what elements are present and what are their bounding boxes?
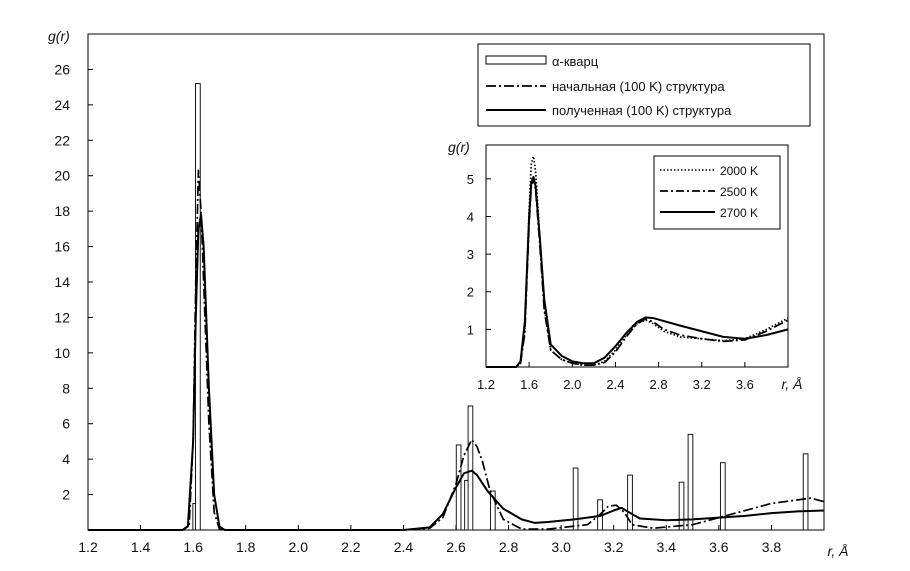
inset-x-tick-label: 2.0 bbox=[563, 377, 581, 392]
main-y-tick-label: 10 bbox=[54, 345, 70, 361]
main-x-tick-label: 3.8 bbox=[762, 539, 782, 555]
main-series-line-2 bbox=[88, 213, 825, 531]
main-x-axis-label: r, Å bbox=[827, 543, 848, 559]
main-y-tick-label: 8 bbox=[62, 380, 70, 396]
main-y-tick-label: 14 bbox=[54, 274, 70, 290]
bar-alpha-quartz bbox=[627, 474, 633, 531]
inset-axis-ticks: 1.2 1.6 2.0 2.4 2.8 3.2 3.6 1 2 3 4 5 bbox=[467, 172, 754, 392]
main-x-tick-label: 2.6 bbox=[446, 539, 466, 555]
inset-legend-box bbox=[653, 155, 781, 230]
inset-y-axis-label: g(r) bbox=[448, 139, 470, 155]
inset-legend-label-2700: 2700 K bbox=[720, 206, 758, 220]
main-y-tick-label: 12 bbox=[54, 309, 70, 325]
inset-legend: 2000 K 2500 K 2700 K bbox=[653, 155, 781, 230]
inset-lines bbox=[486, 155, 789, 368]
main-x-tick-label: 2.8 bbox=[499, 539, 519, 555]
main-y-tick-label: 26 bbox=[54, 61, 70, 77]
legend-swatch-bars bbox=[485, 55, 547, 65]
inset-y-tick-label: 1 bbox=[467, 322, 474, 337]
inset-x-tick-label: 2.4 bbox=[606, 377, 624, 392]
main-y-tick-label: 16 bbox=[54, 239, 70, 255]
inset-legend-label-2000: 2000 K bbox=[720, 164, 758, 178]
bar-alpha-quartz bbox=[687, 433, 694, 531]
bar-alpha-quartz bbox=[719, 462, 726, 531]
inset-series-line-3 bbox=[486, 175, 789, 368]
main-x-tick-label: 2.0 bbox=[289, 539, 309, 555]
main-y-tick-label: 6 bbox=[62, 416, 70, 432]
main-x-tick-label: 1.4 bbox=[131, 539, 151, 555]
main-y-tick-label: 20 bbox=[54, 168, 70, 184]
inset-x-tick-label: 1.6 bbox=[520, 377, 538, 392]
inset-plot-frame bbox=[485, 144, 789, 368]
main-axis-ticks: 1.2 1.4 1.6 1.8 2.0 2.2 2.4 2.6 2.8 3.0 3.2 3.4 3.6 3… bbox=[54, 61, 781, 555]
bar-alpha-quartz bbox=[678, 481, 685, 531]
main-x-tick-label: 3.0 bbox=[551, 539, 571, 555]
legend-label-solid: полученная (100 K) структура bbox=[552, 103, 732, 118]
main-x-tick-label: 3.6 bbox=[709, 539, 729, 555]
main-x-tick-label: 1.6 bbox=[183, 539, 203, 555]
main-lines bbox=[88, 169, 825, 531]
main-y-tick-label: 2 bbox=[62, 487, 70, 503]
main-x-tick-label: 2.2 bbox=[341, 539, 361, 555]
main-x-tick-label: 3.2 bbox=[604, 539, 624, 555]
legend-label-dashdot: начальная (100 K) структура bbox=[552, 79, 725, 94]
inset-y-tick-label: 2 bbox=[467, 285, 474, 300]
legend-label-bars: α-кварц bbox=[552, 54, 599, 69]
main-y-tick-label: 18 bbox=[54, 203, 70, 219]
bar-alpha-quartz bbox=[572, 467, 579, 531]
inset-y-tick-label: 3 bbox=[467, 247, 474, 262]
inset-x-tick-label: 3.6 bbox=[736, 377, 754, 392]
bar-alpha-quartz bbox=[467, 405, 474, 531]
inset-x-axis-label: r, Å bbox=[781, 376, 802, 392]
main-y-tick-label: 4 bbox=[62, 451, 70, 467]
main-y-tick-label: 22 bbox=[54, 132, 70, 148]
inset-legend-label-2500: 2500 K bbox=[720, 185, 758, 199]
main-x-tick-label: 1.8 bbox=[236, 539, 256, 555]
inset-x-tick-label: 3.2 bbox=[693, 377, 711, 392]
main-legend: α-кварц начальная (100 K) структура полу… bbox=[477, 43, 811, 127]
inset-x-tick-label: 2.8 bbox=[650, 377, 668, 392]
main-y-tick-label: 24 bbox=[54, 97, 70, 113]
main-x-tick-label: 2.4 bbox=[394, 539, 414, 555]
inset-y-tick-label: 5 bbox=[467, 172, 474, 187]
main-y-axis-label: g(r) bbox=[48, 28, 70, 44]
inset-x-tick-label: 1.2 bbox=[477, 377, 495, 392]
inset-y-tick-label: 4 bbox=[467, 209, 474, 224]
bar-alpha-quartz bbox=[802, 453, 809, 531]
bar-alpha-quartz bbox=[489, 490, 496, 531]
main-x-tick-label: 3.4 bbox=[657, 539, 677, 555]
main-x-tick-label: 1.2 bbox=[78, 539, 98, 555]
